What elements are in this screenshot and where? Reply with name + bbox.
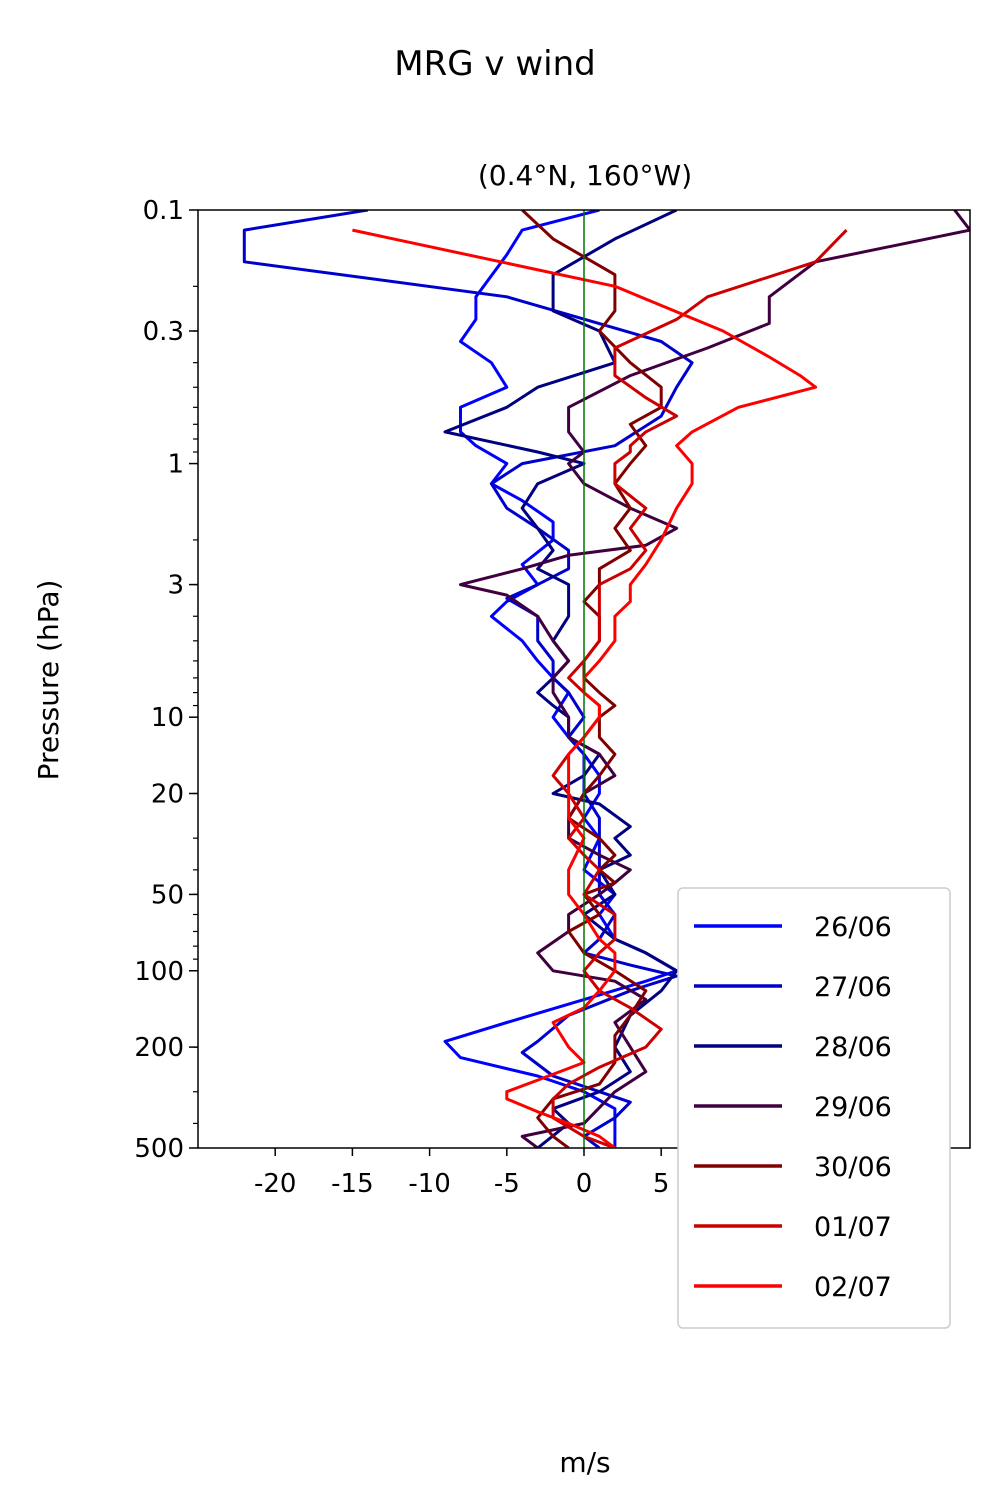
legend-label-3: 29/06 [814,1092,892,1123]
axes-title: (0.4°N, 160°W) [478,159,692,192]
legend-label-2: 28/06 [814,1032,892,1063]
series-line-1 [242,210,694,1148]
y-tick-label: 100 [134,957,184,987]
series-line-2 [443,210,679,1148]
legend-label-6: 02/07 [814,1272,892,1303]
series-line-4 [521,210,663,1148]
y-tick-label: 500 [134,1134,184,1164]
x-tick-label: -10 [408,1169,450,1199]
y-tick-label: 10 [151,703,184,733]
y-axis-label: Pressure (hPa) [32,580,65,781]
y-tick-label: 20 [151,780,184,810]
x-tick-label: 5 [653,1169,670,1199]
x-tick-label: 0 [576,1169,593,1199]
y-tick-label: 0.1 [143,196,184,226]
x-tick-label: -20 [254,1169,296,1199]
y-tick-label: 200 [134,1033,184,1063]
legend-frame [677,887,951,1329]
x-tick-label: -5 [494,1169,520,1199]
y-tick-label: 1 [167,450,184,480]
y-tick-label: 0.3 [143,317,184,347]
y-tick-label: 3 [167,571,184,601]
series-line-3 [459,210,970,1148]
legend-label-0: 26/06 [814,912,892,943]
legend: 26/06 27/06 28/06 29/06 30/06 01/07 02/07 [677,887,951,1329]
legend-label-4: 30/06 [814,1152,892,1183]
legend-label-5: 01/07 [814,1212,892,1243]
figure-suptitle: MRG v wind [394,44,595,84]
x-tick-label: -15 [331,1169,373,1199]
legend-label-1: 27/06 [814,972,892,1003]
y-tick-label: 50 [151,880,184,910]
x-axis-label: m/s [559,1446,610,1479]
